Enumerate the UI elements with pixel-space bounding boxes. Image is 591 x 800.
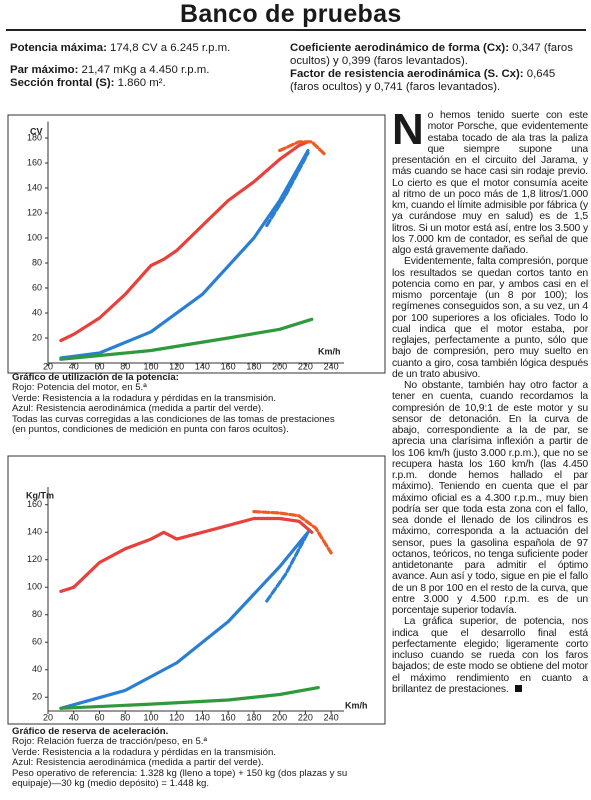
x-tick-label: 200 (272, 712, 287, 722)
x-tick-label: 100 (143, 361, 158, 371)
data-line (265, 530, 310, 603)
y-tick-label: 120 (27, 207, 42, 217)
caption-line: (en puntos, condiciones de medición en p… (12, 424, 289, 436)
y-tick-label: 180 (27, 132, 42, 142)
x-tick-label: 80 (120, 712, 130, 722)
data-line (278, 140, 327, 156)
data-line (59, 317, 314, 361)
spec-label: Par máximo: (10, 64, 79, 76)
spec-label: Factor de resistencia aerodinámica (S. C… (290, 68, 524, 80)
x-tick-label: 60 (94, 712, 104, 722)
x-tick-label: 20 (43, 712, 53, 722)
x-tick-label: 140 (195, 361, 210, 371)
x-unit-label: Km/h (345, 700, 368, 710)
x-tick-label: 20 (43, 361, 53, 371)
drop-cap: N (392, 110, 424, 154)
y-tick-label: 20 (32, 332, 42, 342)
charts: CV Km/h 20 40 60 80 100 120 140 160 180 20 40 60 80 100… (7, 114, 386, 725)
spec-label: Potencia máxima: (10, 42, 107, 54)
x-tick-label: 120 (169, 712, 184, 722)
y-tick-label: 40 (32, 307, 42, 317)
x-tick-label: 180 (246, 361, 261, 371)
y-tick-label: 160 (27, 499, 42, 509)
caption-line: Todas las curvas corregidas a las condic… (12, 413, 335, 425)
title-rule (6, 29, 586, 31)
caption: Gráfico de reserva de aceleración. Rojo: … (12, 726, 387, 790)
spec-value: 0,347 (faros ocultos) y 0,399 (faros lev… (290, 42, 573, 67)
x-tick-label: 60 (94, 361, 104, 371)
x-tick-label: 220 (298, 712, 313, 722)
y-tick-label: 80 (32, 257, 42, 267)
paragraph-text: La gráfica superior, de potencia, nos in… (392, 616, 588, 695)
caption-line: equipaje)—30 kg (medio depósito) = 1.448… (12, 778, 210, 790)
x-unit-label: Km/h (318, 346, 341, 356)
spec-value: 21,47 mKg a 4.450 r.p.m. (81, 64, 210, 76)
caption-line: Verde: Resistencia a la rodadura y pérdi… (12, 392, 276, 404)
x-tick-label: 160 (221, 712, 236, 722)
x-tick-label: 120 (169, 361, 184, 371)
y-tick-label: 140 (27, 527, 42, 537)
page-title: Banco de pruebas (180, 0, 402, 28)
caption-line: Azul: Resistencia aerodinámica (medida a… (12, 757, 264, 769)
y-tick-label: 120 (27, 554, 42, 564)
x-tick-label: 240 (324, 361, 339, 371)
x-tick-label: 240 (324, 712, 339, 722)
y-axis-label: Kg/Tm (26, 490, 54, 500)
paragraph: No obstante, también hay otro factor a t… (392, 380, 588, 616)
caption-line: Rojo: Relación fuerza de tracción/peso, … (12, 736, 208, 748)
x-tick-label: 140 (195, 712, 210, 722)
y-tick-label: 140 (27, 182, 42, 192)
x-tick-label: 40 (69, 712, 79, 722)
paragraph: La gráfica superior, de potencia, nos in… (392, 616, 588, 695)
chart-frame (7, 455, 386, 725)
paragraph: Evidentemente, falta compresión, porque … (392, 256, 588, 380)
data-line (59, 516, 314, 593)
spec-value: 0,645 (faros ocultos) y 0,741 (faros lev… (290, 68, 556, 93)
spec-value: 1.860 m². (117, 77, 166, 89)
y-tick-label: 20 (32, 692, 42, 702)
caption-line: Rojo: Potencia del motor, en 5.ª (12, 382, 147, 394)
end-mark (514, 684, 522, 692)
data-line (59, 686, 320, 710)
spec-label: Coeficiente aerodinámico de forma (Cx): (290, 42, 509, 54)
y-tick-label: 60 (32, 282, 42, 292)
y-tick-label: 40 (32, 664, 42, 674)
y-tick-label: 160 (27, 157, 42, 167)
y-tick-label: 80 (32, 609, 42, 619)
y-tick-label: 100 (27, 582, 42, 592)
spec-value: 174,8 CV a 6.245 r.p.m. (110, 42, 231, 54)
x-tick-label: 80 (120, 361, 130, 371)
caption-line: Verde: Resistencia a la rodadura y pérdi… (12, 746, 276, 758)
paragraph-text: o hemos tenido suerte con este motor Por… (392, 110, 588, 256)
chart-frame (7, 114, 386, 374)
specs-right: Coeficiente aerodinámico de forma (Cx): … (290, 42, 585, 94)
x-tick-label: 100 (143, 712, 158, 722)
caption-line: Peso operativo de referencia: 1.328 kg (… (12, 767, 348, 779)
x-tick-label: 180 (246, 712, 261, 722)
x-tick-label: 220 (298, 361, 313, 371)
caption: Gráfico de utilización de la potencia: Ro… (12, 372, 387, 436)
caption-title: Gráfico de utilización de la potencia: (12, 372, 179, 383)
specs-left: Potencia máxima: 174,8 CV a 6.245 r.p.m.… (10, 42, 280, 90)
x-tick-label: 160 (221, 361, 236, 371)
caption-title: Gráfico de reserva de aceleración. (12, 726, 169, 737)
caption-line: Azul: Resistencia aerodinámica (medida a… (12, 403, 264, 415)
x-tick-label: 200 (272, 361, 287, 371)
y-axis-label: CV (30, 126, 43, 136)
y-tick-label: 100 (27, 232, 42, 242)
data-line (59, 530, 310, 710)
data-line (59, 140, 310, 343)
x-tick-label: 40 (69, 361, 79, 371)
y-tick-label: 60 (32, 637, 42, 647)
data-line (265, 151, 310, 228)
data-line (252, 510, 333, 555)
spec-label: Sección frontal (S): (10, 77, 115, 89)
data-line (59, 148, 310, 360)
